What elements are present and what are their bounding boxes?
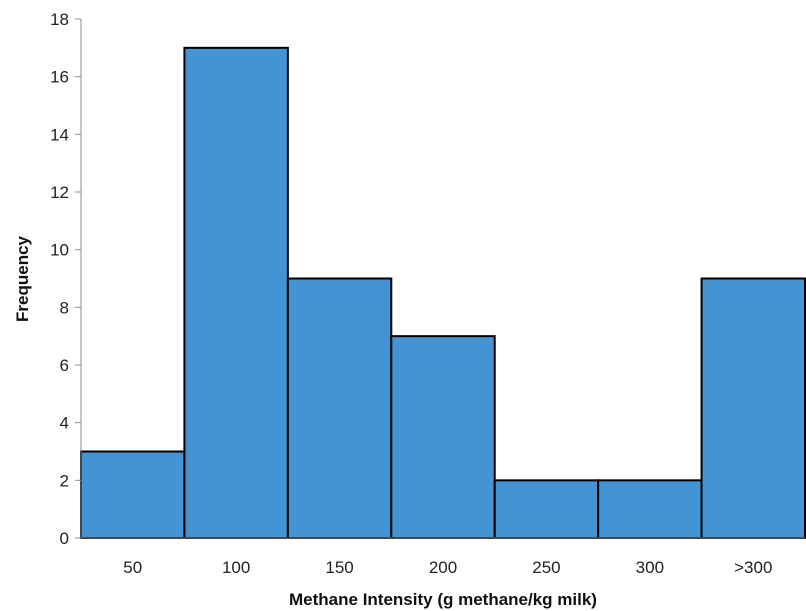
y-tick-label: 18	[50, 10, 69, 29]
bars-group	[80, 46, 806, 540]
y-tick-label: 0	[60, 529, 69, 548]
x-axis-ticks: 50 100 150 200 250 300 >300	[123, 558, 772, 577]
y-tick-label: 12	[50, 183, 69, 202]
x-tick-label: 100	[222, 558, 250, 577]
x-tick-label: 200	[429, 558, 457, 577]
y-tick-label: 6	[60, 356, 69, 375]
y-tick-label: 14	[50, 125, 69, 144]
y-tick-label: 10	[50, 241, 69, 260]
x-tick-label: 300	[636, 558, 664, 577]
y-tick-label: 2	[60, 471, 69, 490]
y-tick-label: 16	[50, 68, 69, 87]
bar-300	[700, 277, 806, 539]
x-axis-title: Methane Intensity (g methane/kg milk)	[289, 590, 597, 609]
bar-300	[597, 479, 703, 540]
x-tick-label: 50	[123, 558, 142, 577]
y-axis-title: Frequency	[13, 235, 32, 322]
x-tick-label: >300	[734, 558, 772, 577]
bar-100	[183, 46, 289, 539]
bar-50	[80, 450, 186, 539]
x-tick-label: 250	[532, 558, 560, 577]
bar-200	[390, 335, 496, 539]
x-tick-label: 150	[325, 558, 353, 577]
y-tick-label: 8	[60, 298, 69, 317]
y-axis-ticks: 0 2 4 6 8 10 12 14 16 18	[50, 10, 81, 548]
bar-250	[493, 479, 600, 540]
y-tick-label: 4	[60, 414, 69, 433]
bar-150	[286, 277, 393, 539]
